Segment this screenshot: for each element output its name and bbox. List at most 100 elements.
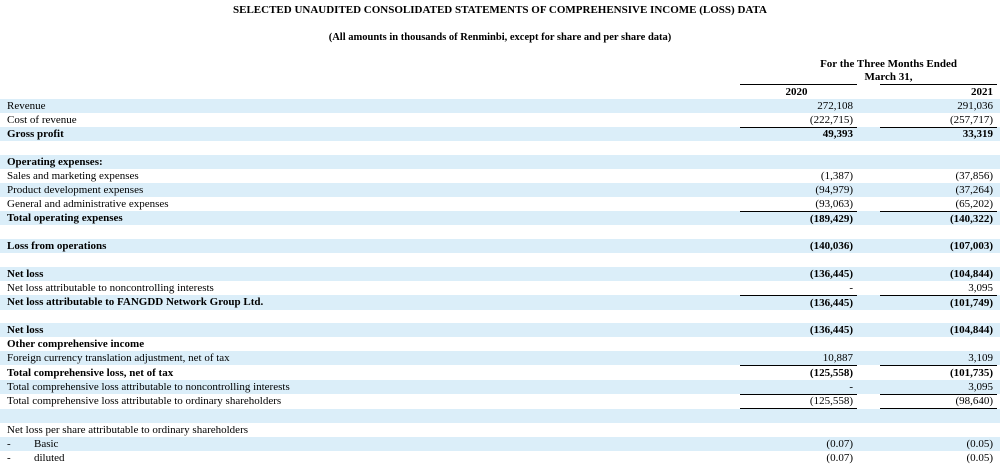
spacer-cell [857,437,880,451]
spacer-row [0,310,1000,324]
row-label: Net loss attributable to noncontrolling … [7,281,214,294]
row-label: Other comprehensive income [7,338,145,351]
row-label-cell: Cost of revenue [0,113,740,127]
value-cell: (136,445) [809,267,853,280]
spacer-cell [857,141,880,155]
subtitle: (All amounts in thousands of Renminbi, e… [328,32,672,43]
value-cell: 3,095 [880,280,998,296]
spacer-cell [740,141,857,155]
table-row: Product development expenses (94,979) (37,… [0,182,1000,197]
value-cell: (101,749) [949,296,994,309]
row-label: Revenue [7,99,46,112]
row-label-cell: Total comprehensive loss attributable to… [0,380,740,394]
row-label-cell: - Basic [0,437,740,451]
row-label: Total operating expenses [7,212,123,225]
spacer-cell [857,127,880,141]
spacer-cell [0,141,740,155]
row-label-cell: Net loss attributable to noncontrolling … [0,281,740,295]
table-row: Net loss attributable to noncontrolling … [0,280,1000,296]
spacer-cell [740,253,857,267]
spacer-cell [0,56,740,85]
spacer-cell [857,99,880,113]
table-row: General and administrative expenses (93,0… [0,196,1000,212]
spacer-cell [880,409,997,423]
row-label: Basic [34,438,59,451]
value-cell: (136,445) [809,324,853,337]
spacer-cell [857,225,880,239]
value-cell: - [740,379,857,395]
row-label: Net loss [7,267,44,280]
row-label-cell: Product development expenses [0,183,740,197]
value-cell: (140,036) [809,240,853,253]
table-row: Other comprehensive income [0,337,1000,351]
row-label-cell: Sales and marketing expenses [0,169,740,183]
spacer-cell [857,113,880,127]
value-cell: (189,429) [809,212,853,225]
value-cell: 291,036 [957,99,994,112]
row-label: Net loss [7,324,44,337]
value-cell: (0.07) [826,451,853,464]
table-row: Cost of revenue (222,715) (257,717) [0,112,1000,128]
value-cell: 10,887 [740,351,857,366]
value-cell: (37,264) [955,183,994,196]
spacer-cell [880,141,997,155]
value-cell: (136,445) [809,296,853,309]
row-label-cell: Other comprehensive income [0,337,740,351]
row-marker: - [7,438,11,451]
row-label: Gross profit [7,128,64,141]
row-label: Total comprehensive loss attributable to… [7,395,282,408]
row-label: Total comprehensive loss attributable to… [7,380,290,393]
spacer-cell [857,155,880,169]
spacer-cell [857,253,880,267]
value-cell: (0.05) [966,451,994,464]
spacer-cell [880,310,997,324]
value-cell [880,155,997,169]
row-label-cell: Net loss attributable to FANGDD Network … [0,295,740,309]
value-cell: (1,387) [820,169,853,182]
spacer-cell [857,310,880,324]
year-header: 2020 [740,83,857,99]
spacer-cell [857,423,880,437]
row-label-cell: - diluted [0,451,740,465]
period-text: For the Three Months Ended March 31, [820,58,957,83]
spacer-cell [857,409,880,423]
row-label: Operating expenses: [7,156,103,169]
value-cell: (257,717) [880,112,998,128]
row-label-cell: Net loss per share attributable to ordin… [0,423,740,437]
table-row: Total comprehensive loss attributable to… [0,379,1000,395]
value-cell: (0.07) [826,438,853,451]
spacer-row [0,141,1000,155]
spacer-cell [857,323,880,337]
value-cell: (101,735) [949,366,994,379]
value-cell: (107,003) [949,240,994,253]
value-cell: 49,393 [822,128,853,141]
spacer-cell [0,409,740,423]
row-label-cell: Loss from operations [0,239,740,253]
year-header: 2021 [880,83,998,99]
table-row: - Basic (0.07) (0.05) [0,437,1000,451]
value-cell: (125,558) [809,366,853,379]
value-cell: (94,979) [815,183,853,196]
period-header: For the Three Months Ended March 31, [740,56,997,85]
row-label-cell: Net loss [0,267,740,281]
value-cell: (93,063) [740,196,857,212]
row-label-cell: Gross profit [0,127,740,141]
row-label-cell: General and administrative expenses [0,197,740,211]
table-row: - diluted (0.07) (0.05) [0,451,1000,465]
value-cell: (37,856) [955,169,994,182]
value-cell: (104,844) [949,324,994,337]
row-label: Net loss attributable to FANGDD Network … [7,296,264,309]
spacer-cell [857,365,880,379]
row-label-cell: Net loss [0,323,740,337]
row-label: Sales and marketing expenses [7,169,139,182]
spacer-cell [0,85,740,99]
row-label-cell: Total comprehensive loss, net of tax [0,365,740,379]
spacer-row [0,225,1000,239]
table-row: Gross profit 49,393 33,319 [0,127,1000,142]
spacer-cell [740,409,857,423]
title: SELECTED UNAUDITED CONSOLIDATED STATEMEN… [233,4,767,16]
spacer-cell [857,451,880,465]
row-label: Cost of revenue [7,113,77,126]
spacer-cell [857,267,880,281]
